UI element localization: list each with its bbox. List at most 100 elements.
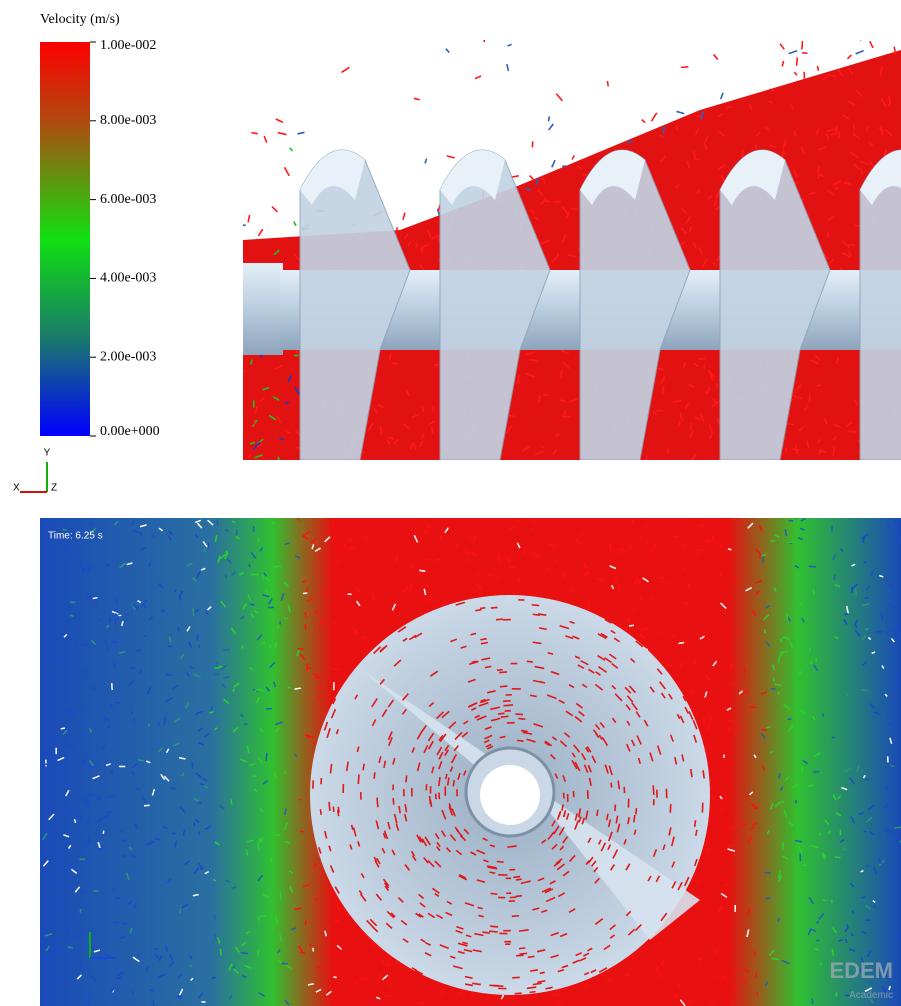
particle bbox=[52, 996, 59, 997]
particle bbox=[890, 765, 894, 766]
particle bbox=[725, 823, 729, 824]
particle bbox=[818, 169, 819, 173]
particle bbox=[482, 932, 489, 933]
particle bbox=[403, 213, 405, 220]
particle bbox=[42, 978, 46, 979]
particle bbox=[835, 857, 841, 858]
particle bbox=[239, 224, 246, 225]
particle bbox=[832, 737, 835, 738]
particle bbox=[721, 93, 723, 99]
particle bbox=[453, 780, 454, 786]
particle bbox=[475, 76, 481, 79]
particle bbox=[528, 956, 535, 957]
particle bbox=[158, 722, 159, 725]
particle bbox=[497, 670, 503, 671]
particle bbox=[85, 669, 86, 674]
x-label: X bbox=[13, 483, 20, 494]
particle bbox=[242, 645, 243, 648]
legend-tick-label: 6.00e-003 bbox=[100, 192, 156, 207]
particle bbox=[786, 447, 787, 452]
particle bbox=[303, 593, 307, 594]
particle bbox=[704, 717, 705, 725]
particle bbox=[231, 799, 232, 804]
particle bbox=[802, 41, 803, 49]
particle bbox=[503, 701, 511, 702]
particle bbox=[299, 799, 302, 800]
z-label: Z bbox=[51, 483, 57, 494]
particle bbox=[861, 871, 864, 872]
watermark-edition: Academic bbox=[849, 990, 893, 1001]
particle bbox=[516, 879, 522, 880]
particle bbox=[280, 892, 281, 900]
particle bbox=[896, 635, 901, 636]
particle bbox=[439, 235, 440, 243]
particle bbox=[225, 575, 226, 578]
particle bbox=[642, 120, 645, 123]
particle bbox=[766, 898, 771, 899]
particle bbox=[674, 536, 679, 537]
particle bbox=[137, 954, 138, 957]
particle bbox=[780, 44, 784, 50]
particle bbox=[532, 605, 539, 606]
particle bbox=[836, 126, 837, 134]
end-view: Time: 6.25 s EDEM Academic bbox=[35, 516, 901, 1006]
particle bbox=[274, 835, 280, 836]
particle bbox=[333, 622, 336, 623]
particle bbox=[489, 931, 498, 932]
particle bbox=[251, 133, 257, 134]
particle bbox=[513, 877, 520, 878]
particle bbox=[498, 713, 504, 714]
legend-tick-label: 4.00e-003 bbox=[100, 271, 156, 286]
particle bbox=[527, 661, 533, 662]
particle bbox=[868, 953, 869, 956]
particle bbox=[815, 949, 819, 950]
particle bbox=[419, 570, 425, 571]
particle bbox=[67, 555, 71, 556]
particle bbox=[199, 831, 200, 835]
particle bbox=[294, 222, 296, 226]
particle bbox=[789, 51, 798, 54]
particle bbox=[305, 624, 306, 629]
particle bbox=[783, 842, 784, 849]
particle bbox=[446, 49, 450, 53]
particle bbox=[516, 714, 523, 715]
particle bbox=[788, 542, 796, 543]
particle bbox=[491, 893, 498, 894]
particle bbox=[794, 72, 797, 75]
scene: Velocity (m/s) 1.00e-0028.00e-0036.00e-0… bbox=[0, 0, 901, 1006]
particle bbox=[782, 61, 783, 67]
particle bbox=[616, 578, 617, 583]
particle bbox=[57, 842, 58, 845]
particle bbox=[735, 631, 743, 632]
particle bbox=[215, 667, 221, 668]
particle bbox=[333, 807, 334, 812]
particle bbox=[520, 953, 528, 954]
particle bbox=[93, 598, 98, 599]
particle bbox=[483, 34, 484, 42]
particle bbox=[122, 923, 127, 924]
particle bbox=[503, 705, 513, 706]
particle bbox=[148, 724, 149, 727]
particle bbox=[498, 555, 499, 563]
particle bbox=[262, 575, 263, 580]
particle bbox=[178, 627, 179, 631]
particle bbox=[321, 809, 322, 815]
particle bbox=[288, 687, 292, 688]
particle bbox=[724, 755, 725, 758]
particle bbox=[81, 962, 82, 969]
particle bbox=[266, 753, 267, 761]
particle bbox=[580, 534, 584, 535]
particle bbox=[381, 425, 382, 435]
particle bbox=[764, 873, 771, 874]
particle bbox=[855, 590, 856, 597]
particle bbox=[278, 133, 287, 135]
particle bbox=[726, 543, 729, 544]
particle bbox=[220, 949, 221, 956]
particle bbox=[342, 67, 350, 72]
particle bbox=[430, 800, 431, 807]
particle bbox=[822, 713, 823, 717]
hub-bore bbox=[480, 765, 540, 825]
particle bbox=[686, 638, 687, 644]
particle bbox=[516, 955, 523, 956]
particle bbox=[440, 536, 441, 542]
